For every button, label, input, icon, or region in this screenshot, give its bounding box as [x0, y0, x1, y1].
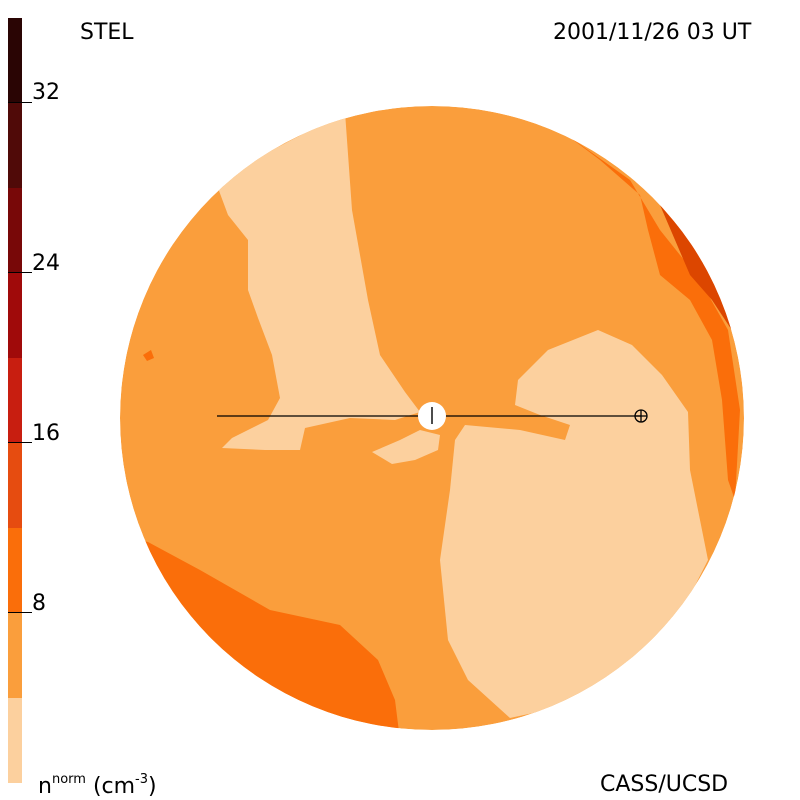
colorbar-tick-label: 16 [32, 421, 60, 446]
units-exponent: -3 [135, 772, 149, 787]
colorbar-segment [8, 188, 22, 273]
units-label: nnorm (cm-3) [38, 772, 157, 799]
colorbar-segment [8, 103, 22, 188]
units-base: n [38, 774, 52, 799]
colorbar-tick-label: 8 [32, 591, 46, 616]
timestamp-label: 2001/11/26 03 UT [553, 20, 752, 45]
instrument-label: STEL [80, 20, 134, 45]
units-paren: (cm [92, 774, 136, 799]
light-region-east [440, 330, 708, 718]
colorbar-segment [8, 273, 22, 358]
units-close: ) [148, 774, 157, 799]
colorbar-segment [8, 358, 22, 443]
credit-label: CASS/UCSD [600, 772, 729, 797]
units-superscript: norm [51, 772, 86, 787]
colorbar-tick [8, 442, 32, 443]
colorbar-segment [8, 613, 22, 698]
light-region-core [372, 430, 440, 464]
colorbar-tick [8, 612, 32, 613]
earth-icon [634, 409, 648, 423]
dark-region-northeast [560, 130, 740, 500]
colorbar-segment [8, 528, 22, 613]
colorbar-tick-label: 24 [32, 251, 60, 276]
colorbar-tick [8, 102, 32, 103]
colorbar-segment [8, 443, 22, 528]
colorbar-tick [8, 272, 32, 273]
colorbar-segment [8, 698, 22, 783]
color-scale-bar [8, 18, 22, 783]
darkest-region-northeast [660, 205, 740, 335]
colorbar-tick-label: 32 [32, 80, 60, 105]
dark-speck [143, 350, 154, 361]
light-region-northwest [215, 112, 420, 450]
colorbar-segment [8, 18, 22, 103]
